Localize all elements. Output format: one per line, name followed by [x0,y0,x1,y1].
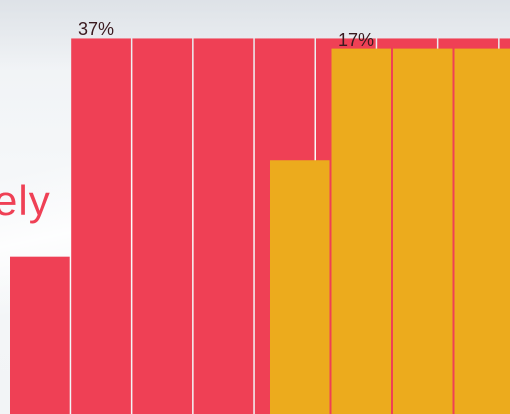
yellow-series-data-label: 17% [338,30,374,50]
partial-heading-text: ely [0,177,51,224]
red-bar [71,38,131,414]
red-series-data-label: 37% [78,19,114,39]
yellow-series-bars [270,48,510,414]
red-bar [10,256,70,414]
yellow-bar [454,48,510,414]
red-bar [193,38,254,414]
yellow-bar [331,48,391,414]
red-bar [132,38,193,414]
yellow-bar [393,48,453,414]
yellow-bar [270,160,330,414]
